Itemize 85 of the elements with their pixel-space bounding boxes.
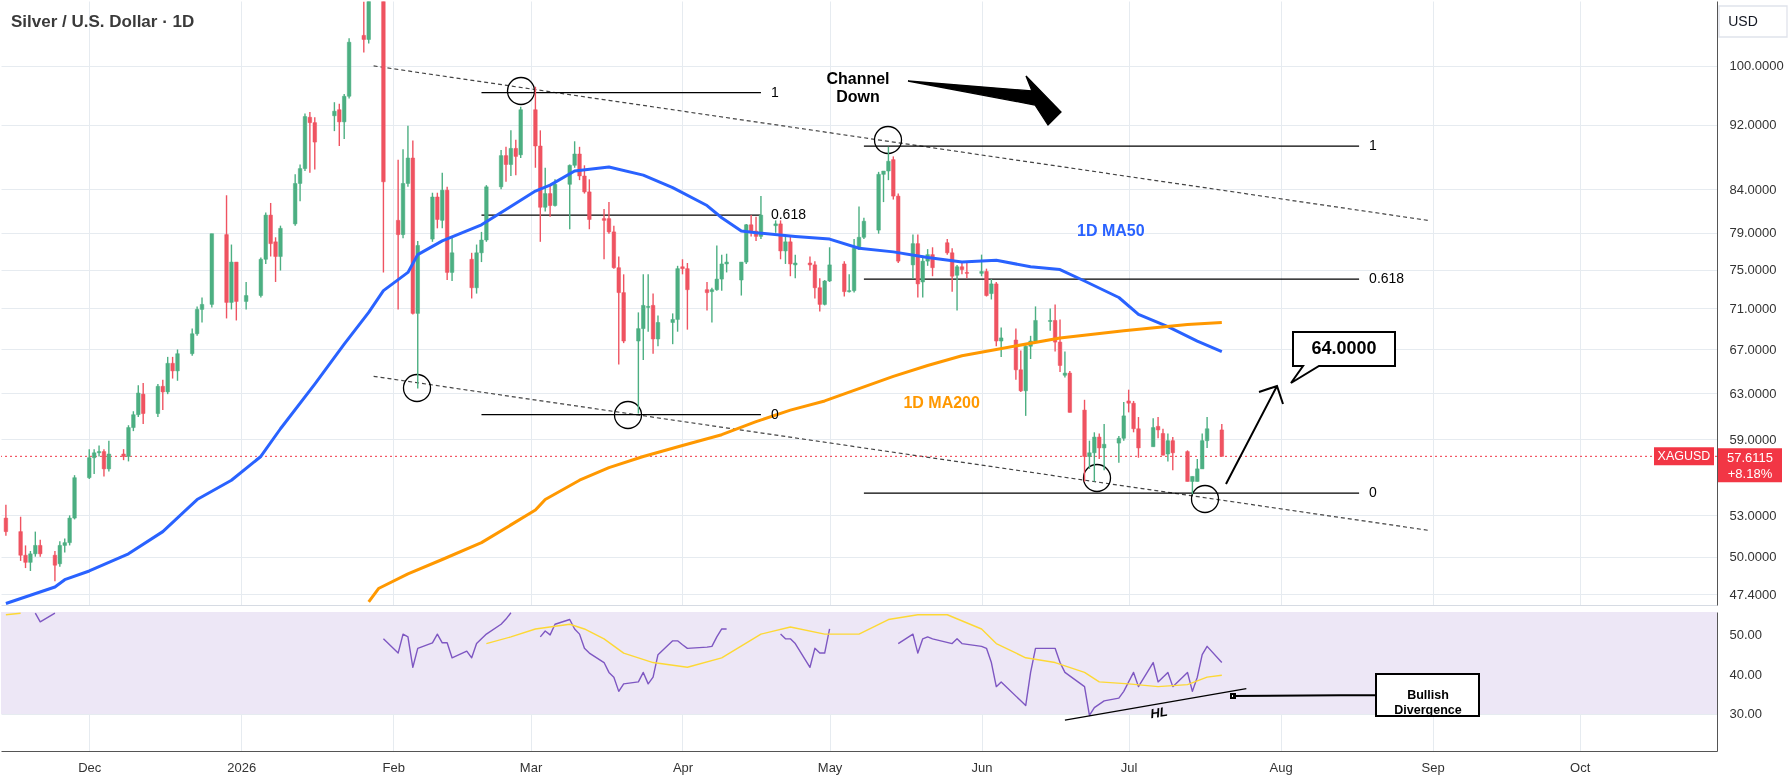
candlestick bbox=[1057, 318, 1063, 373]
y-tick-label: 50.0000 bbox=[1729, 549, 1777, 565]
candlestick bbox=[244, 281, 249, 311]
candlestick bbox=[793, 253, 798, 279]
x-tick-label: May bbox=[817, 759, 843, 775]
candlestick bbox=[396, 158, 401, 311]
candlestick bbox=[655, 314, 661, 347]
candlestick bbox=[160, 378, 165, 411]
candlestick bbox=[788, 235, 793, 277]
candlestick bbox=[508, 129, 513, 177]
candlestick bbox=[361, 0, 366, 54]
series-label: 1D MA200 bbox=[903, 394, 980, 412]
y-tick-label: 40.00 bbox=[1729, 666, 1763, 682]
candlestick bbox=[101, 448, 107, 478]
x-tick-label: Apr bbox=[672, 759, 694, 775]
y-axis-title: USD bbox=[1728, 13, 1758, 29]
candlestick bbox=[1156, 416, 1161, 439]
x-tick-label: Jul bbox=[1120, 759, 1138, 775]
candlestick bbox=[955, 264, 960, 312]
y-tick-label: 100.0000 bbox=[1729, 58, 1784, 74]
candlestick bbox=[175, 348, 180, 382]
y-tick-label: 30.00 bbox=[1729, 706, 1763, 722]
series-label: 0 bbox=[1369, 484, 1378, 501]
y-tick-label: 79.0000 bbox=[1729, 225, 1777, 241]
candlestick bbox=[979, 253, 984, 277]
annotation: HL bbox=[1149, 703, 1169, 722]
candlestick bbox=[552, 178, 558, 208]
y-tick-label: 84.0000 bbox=[1729, 181, 1777, 197]
candlestick bbox=[783, 235, 788, 265]
candlestick bbox=[513, 139, 518, 176]
x-tick-label: Jun bbox=[971, 759, 993, 775]
x-tick-label: Sep bbox=[1421, 759, 1445, 775]
candlestick bbox=[704, 281, 710, 312]
candlestick bbox=[910, 233, 915, 280]
candlestick bbox=[1097, 432, 1102, 460]
y-tick-label: 75.0000 bbox=[1729, 262, 1777, 278]
x-tick-label: Feb bbox=[382, 759, 405, 775]
candlestick bbox=[1062, 350, 1067, 379]
text: 57.6115 bbox=[1726, 450, 1774, 466]
text: +8.18% bbox=[1727, 466, 1773, 482]
y-tick-label: 53.0000 bbox=[1729, 507, 1777, 523]
annotation: Bullish Divergence bbox=[1394, 688, 1462, 717]
x-tick-label: 2026 bbox=[227, 759, 257, 775]
y-tick-label: 67.0000 bbox=[1729, 341, 1777, 357]
x-tick-label: Dec bbox=[78, 759, 102, 775]
candlestick bbox=[141, 382, 146, 425]
candlestick bbox=[543, 167, 548, 213]
series-label: 0.618 bbox=[1369, 270, 1405, 287]
candlestick bbox=[989, 278, 994, 301]
x-tick-label: Oct bbox=[1570, 759, 1591, 775]
series-label: 1 bbox=[1369, 137, 1378, 154]
series-label: 0.618 bbox=[770, 206, 807, 223]
series-label: 1 bbox=[770, 83, 779, 100]
candlestick bbox=[337, 103, 342, 147]
candlestick bbox=[999, 326, 1004, 358]
y-tick-label: 50.00 bbox=[1729, 627, 1763, 643]
candlestick bbox=[435, 192, 440, 230]
x-tick-label: Mar bbox=[519, 759, 543, 775]
annotation: Channel Down bbox=[826, 70, 890, 105]
annotation: 64.0000 bbox=[1311, 338, 1377, 358]
candlestick bbox=[1048, 307, 1053, 332]
candlestick bbox=[106, 439, 111, 473]
text: Silver / U.S. Dollar · 1D bbox=[11, 12, 195, 31]
candlestick bbox=[1102, 423, 1107, 471]
candlestick bbox=[503, 146, 509, 183]
text: 1D MA50 bbox=[1077, 221, 1145, 239]
candlestick bbox=[332, 101, 337, 132]
candlestick bbox=[1170, 436, 1175, 471]
y-tick-label: 63.0000 bbox=[1729, 385, 1777, 401]
candlestick bbox=[1160, 428, 1166, 456]
line-series bbox=[4, 165, 1224, 605]
candlestick bbox=[450, 235, 455, 282]
y-tick-label: 47.4000 bbox=[1729, 586, 1777, 602]
candlestick bbox=[170, 356, 175, 380]
candlestick bbox=[964, 261, 969, 279]
line-series bbox=[367, 320, 1224, 604]
candlestick bbox=[52, 550, 57, 582]
candlestick bbox=[602, 208, 607, 260]
candlestick bbox=[1151, 417, 1156, 448]
y-tick-label: 71.0000 bbox=[1729, 300, 1777, 316]
candlestick bbox=[3, 504, 8, 537]
candlestick bbox=[1165, 432, 1170, 463]
y-tick-label: 59.0000 bbox=[1729, 431, 1777, 447]
x-tick-label: Aug bbox=[1269, 759, 1293, 775]
y-tick-label: 92.0000 bbox=[1729, 117, 1777, 133]
